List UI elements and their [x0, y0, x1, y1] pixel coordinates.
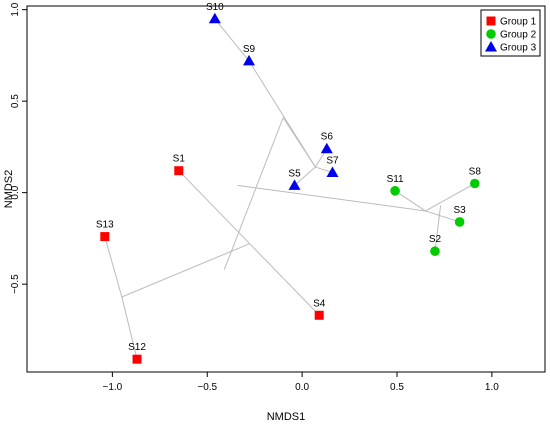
point-label-s13: S13	[96, 220, 114, 231]
point-s2	[430, 246, 440, 257]
point-label-s10: S10	[206, 2, 224, 13]
point-s5	[288, 179, 301, 190]
tree-edge-8	[121, 296, 138, 360]
point-label-s11: S11	[387, 174, 404, 185]
tree-edge-5	[282, 117, 316, 168]
tree-edge-6	[223, 117, 284, 270]
tree-edge-9	[121, 243, 250, 298]
x-tick-label-4: 1.0	[485, 382, 499, 393]
legend-label-1: Group 1	[500, 17, 537, 28]
y-tick-label-0: −0.5	[10, 274, 21, 294]
tree-edges	[104, 18, 476, 360]
point-labels: S1 S4 S12 S13 S2 S3 S8 S11 S5 S6 S7 S9 S10	[96, 2, 481, 353]
legend-label-3: Group 3	[500, 43, 537, 54]
point-s13	[100, 232, 110, 242]
tree-edge-0	[214, 18, 250, 62]
point-s6	[320, 142, 333, 154]
x-tick-label-3: 0.5	[390, 382, 404, 393]
point-label-s9: S9	[243, 44, 256, 55]
point-label-s12: S12	[128, 342, 146, 353]
point-s12	[132, 354, 142, 364]
tree-edge-15	[237, 184, 426, 212]
point-label-s7: S7	[326, 156, 339, 167]
y-tick-label-1: 0.0	[10, 185, 21, 199]
plot-frame	[26, 5, 546, 373]
point-label-s4: S4	[313, 298, 326, 309]
data-points	[100, 12, 480, 364]
point-s9	[243, 54, 255, 66]
point-s4	[314, 310, 324, 320]
tree-edge-4	[294, 166, 316, 186]
y-axis: −0.5 0.0 0.5 1.0	[10, 2, 27, 294]
y-axis-title: NMDS2	[3, 170, 15, 209]
x-tick-label-1: −0.5	[197, 382, 217, 393]
x-axis: −1.0 −0.5 0.0 0.5 1.0	[103, 372, 499, 393]
legend-items: Group 1 Group 2 Group 3	[485, 16, 537, 54]
legend-marker-3	[485, 41, 497, 52]
point-s1	[174, 166, 184, 176]
point-s8	[469, 178, 480, 189]
point-s10	[208, 12, 221, 24]
tree-edge-13	[425, 210, 460, 223]
tree-edge-12	[425, 183, 476, 212]
point-label-s8: S8	[469, 167, 482, 178]
point-s3	[454, 217, 465, 227]
x-tick-label-0: −1.0	[103, 382, 123, 393]
tree-edge-7	[104, 236, 123, 298]
point-label-s5: S5	[288, 168, 301, 179]
point-label-s1: S1	[173, 154, 186, 165]
tree-edge-10	[178, 170, 320, 316]
legend-marker-1	[486, 16, 496, 26]
legend: Group 1 Group 2 Group 3	[480, 9, 541, 57]
point-s7	[326, 166, 339, 178]
x-axis-title: NMDS1	[267, 411, 306, 423]
legend-label-2: Group 2	[500, 30, 537, 41]
tree-edge-14	[434, 205, 442, 252]
point-label-s2: S2	[429, 234, 442, 245]
y-tick-label-3: 1.0	[10, 2, 21, 16]
y-tick-label-2: 0.5	[10, 94, 21, 108]
tree-edge-11	[394, 190, 426, 212]
legend-marker-2	[486, 29, 496, 39]
x-tick-label-2: 0.0	[295, 382, 309, 393]
point-s11	[390, 186, 400, 196]
point-label-s6: S6	[321, 132, 334, 143]
point-label-s3: S3	[453, 205, 466, 216]
